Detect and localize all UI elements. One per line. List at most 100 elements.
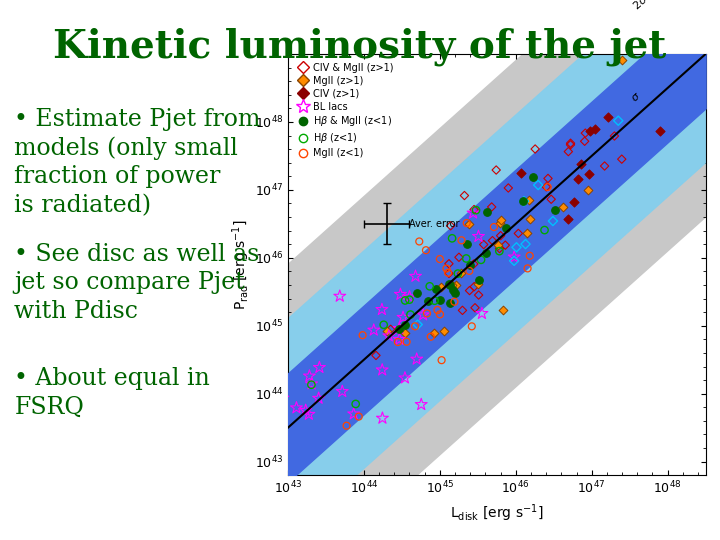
MgII (z<1): [357, 331, 369, 340]
MgII (z>1): [524, 215, 536, 224]
X-axis label: L$_{\rm disk}$ [erg s$^{-1}$]: L$_{\rm disk}$ [erg s$^{-1}$]: [450, 502, 544, 524]
MgII (z>1): [495, 216, 507, 225]
CIV & MgII (z>1): [608, 132, 620, 140]
H$\beta$ & MgII (z<1): [461, 240, 472, 248]
MgII (z>1): [400, 329, 411, 338]
H$\beta$ (z<1): [429, 296, 441, 305]
MgII (z<1): [466, 322, 477, 330]
BL Lacs: [304, 372, 315, 380]
MgII (z>1): [497, 306, 508, 314]
BL Lacs: [303, 410, 315, 418]
H$\beta$ & MgII (z<1): [500, 223, 512, 232]
H$\beta$ (z<1): [405, 310, 416, 319]
Text: Kinetic luminosity of the jet: Kinetic luminosity of the jet: [53, 27, 667, 65]
CIV & MgII (z>1): [468, 260, 480, 268]
CIV & MgII (z>1): [529, 145, 541, 153]
CIV (z>1): [572, 174, 584, 183]
MgII (z>1): [438, 327, 450, 335]
BL Lacs: [377, 414, 388, 422]
CIV & MgII (z>1): [616, 155, 628, 164]
Point: [518, 197, 530, 206]
BL Lacs: [377, 366, 388, 374]
MgII (z<1): [436, 356, 447, 364]
BL Lacs: [336, 387, 348, 396]
MgII (z<1): [420, 246, 432, 254]
CIV & MgII (z>1): [459, 191, 470, 200]
H$\beta$ (z<1): [350, 400, 361, 408]
Point: [547, 217, 559, 225]
MgII (z<1): [456, 236, 467, 245]
BL Lacs: [508, 253, 520, 261]
H$\beta$ & MgII (z<1): [400, 320, 411, 329]
MgII (z>1): [450, 280, 462, 289]
Text: • About equal in
FSRQ: • About equal in FSRQ: [14, 367, 210, 418]
MgII (z<1): [434, 255, 446, 264]
H$\beta$ (z<1): [305, 380, 317, 389]
BL Lacs: [368, 326, 379, 334]
MgII (z<1): [341, 421, 352, 430]
BL Lacs: [476, 309, 487, 318]
BL Lacs: [399, 374, 410, 382]
BL Lacs: [313, 394, 325, 403]
MgII (z>1): [521, 228, 533, 237]
CIV & MgII (z>1): [564, 140, 576, 149]
BL Lacs: [404, 293, 415, 301]
CIV & MgII (z>1): [486, 202, 498, 211]
MgII (z>1): [557, 203, 569, 212]
CIV (z>1): [603, 113, 614, 122]
H$\beta$ (z<1): [378, 320, 390, 329]
MgII (z>1): [463, 220, 474, 228]
H$\beta$ (z<1): [446, 234, 458, 242]
MgII (z<1): [522, 264, 534, 273]
H$\beta$ & MgII (z<1): [449, 289, 461, 298]
MgII (z<1): [464, 267, 475, 275]
H$\beta$ & MgII (z<1): [474, 275, 485, 284]
Legend: CIV & MgII (z>1), MgII (z>1), CIV (z>1), BL lacs, H$\beta$ & MgII (z<1), H$\beta: CIV & MgII (z>1), MgII (z>1), CIV (z>1),…: [293, 59, 397, 162]
Text: Aver. error: Aver. error: [410, 219, 460, 229]
H$\beta$ & MgII (z<1): [447, 286, 459, 294]
BL Lacs: [291, 403, 302, 412]
Text: $\sigma$: $\sigma$: [630, 90, 643, 104]
H$\beta$ & MgII (z<1): [423, 296, 434, 305]
MgII (z<1): [401, 338, 413, 346]
CIV (z>1): [654, 126, 665, 135]
H$\beta$ & MgII (z<1): [431, 285, 442, 294]
CIV (z>1): [562, 215, 574, 224]
MgII (z<1): [524, 252, 536, 260]
BL Lacs: [418, 310, 429, 319]
MgII (z>1): [446, 281, 458, 289]
BL Lacs: [394, 335, 405, 343]
BL Lacs: [383, 332, 395, 340]
H$\beta$ (z<1): [539, 226, 550, 234]
H$\beta$ & MgII (z<1): [444, 279, 455, 288]
MgII (z<1): [410, 322, 421, 330]
BL Lacs: [415, 400, 427, 409]
CIV & MgII (z>1): [385, 325, 397, 334]
CIV & MgII (z>1): [495, 231, 506, 240]
CIV & MgII (z>1): [564, 139, 576, 147]
BL Lacs: [306, 380, 318, 388]
MgII (z>1): [523, 196, 535, 205]
H$\beta$ & MgII (z<1): [527, 172, 539, 181]
CIV & MgII (z>1): [542, 174, 554, 183]
MgII (z<1): [421, 309, 433, 318]
H$\beta$ (z<1): [470, 206, 482, 214]
CIV (z>1): [575, 160, 587, 168]
Point: [412, 320, 423, 329]
H$\beta$ & MgII (z<1): [444, 281, 456, 289]
MgII (z<1): [441, 264, 452, 273]
MgII (z<1): [442, 268, 454, 277]
BL Lacs: [467, 209, 479, 218]
CIV (z>1): [568, 198, 580, 206]
CIV & MgII (z>1): [444, 259, 455, 268]
BL Lacs: [376, 305, 387, 314]
CIV (z>1): [585, 126, 596, 135]
H$\beta$ & MgII (z<1): [549, 205, 561, 214]
H$\beta$ & MgII (z<1): [464, 261, 475, 269]
Point: [508, 256, 520, 265]
BL Lacs: [410, 272, 421, 281]
CIV & MgII (z>1): [503, 184, 514, 192]
H$\beta$ & MgII (z<1): [517, 197, 528, 205]
CIV & MgII (z>1): [469, 303, 481, 312]
MgII (z<1): [432, 306, 444, 314]
